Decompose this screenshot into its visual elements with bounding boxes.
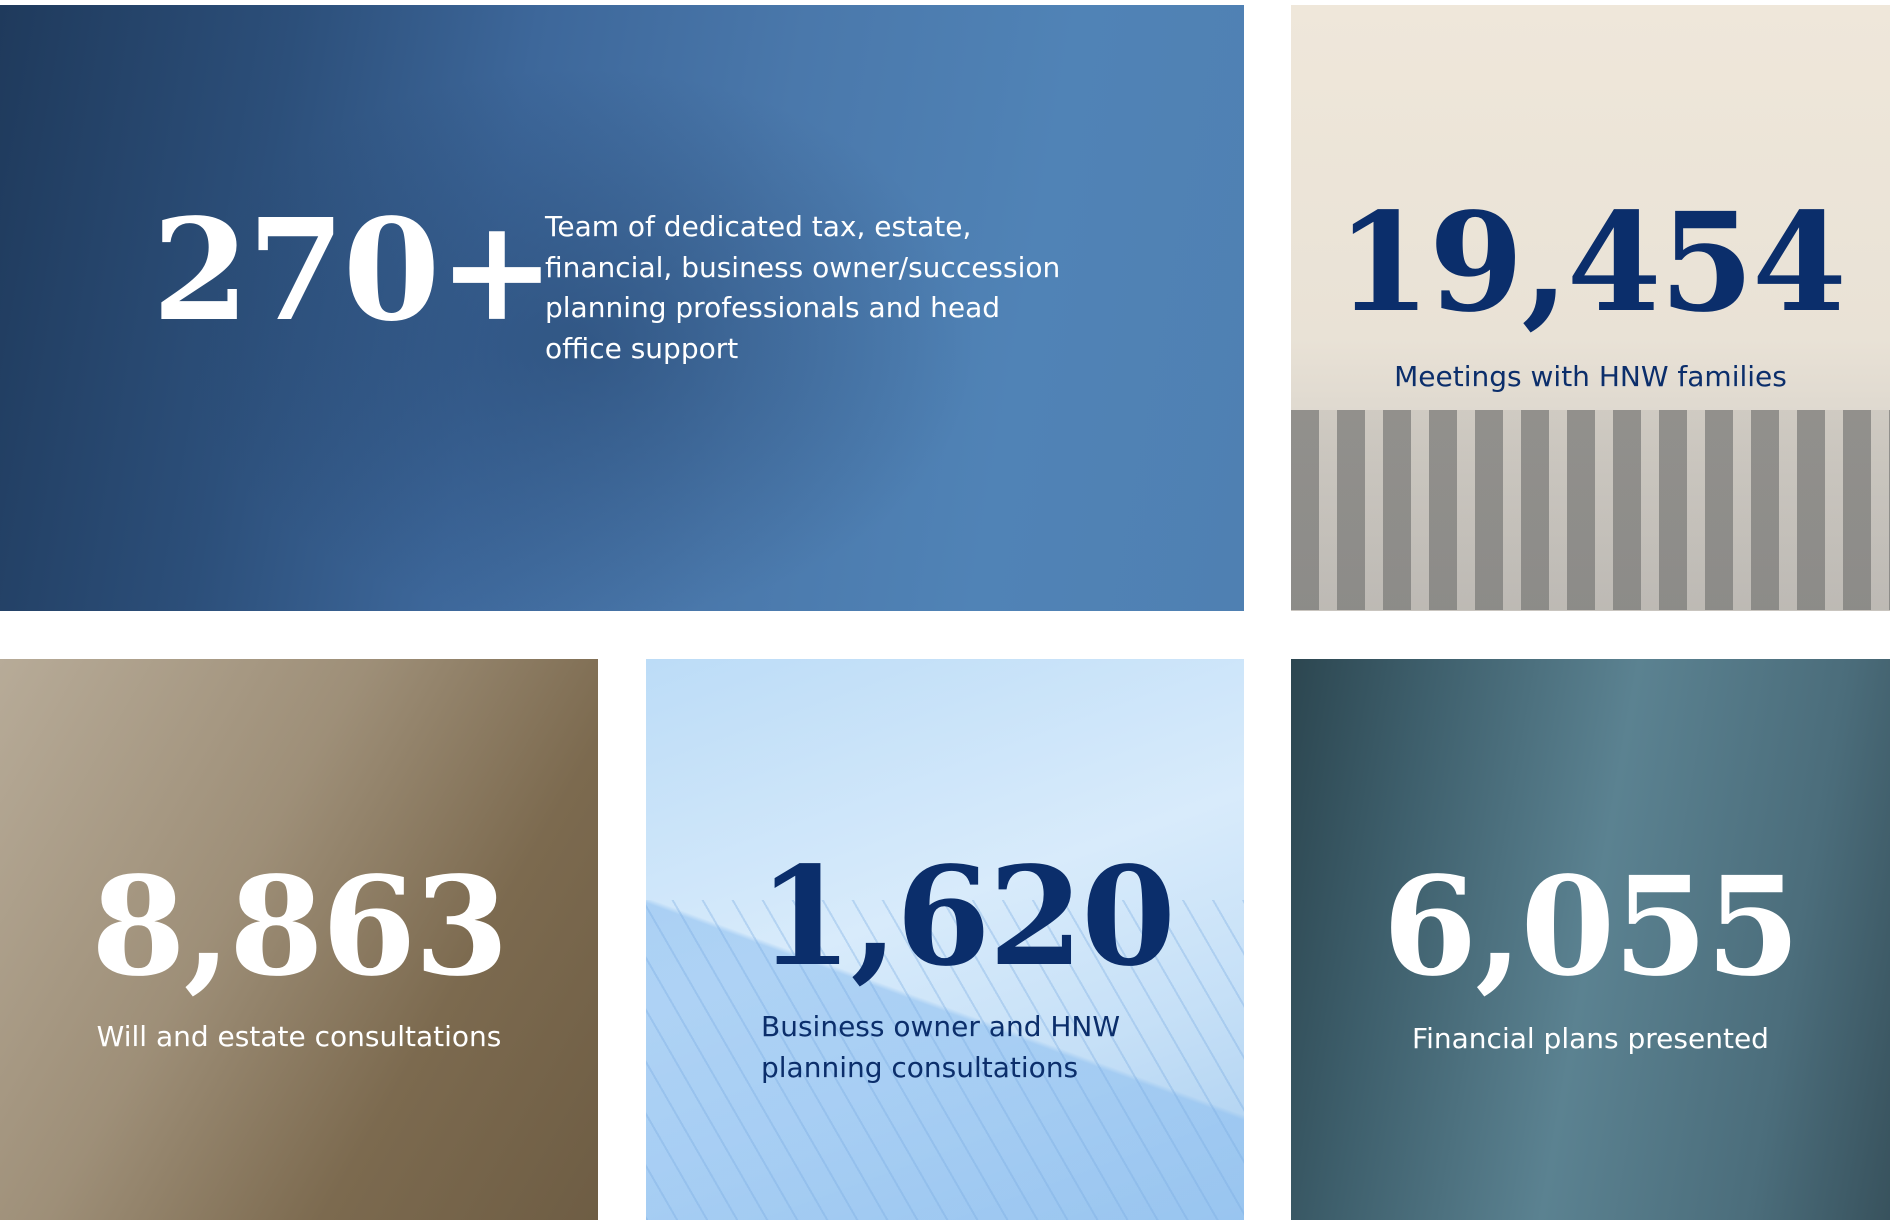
stat-label: Will and estate consultations <box>96 1020 502 1053</box>
stat-label: Team of dedicated tax, estate, financial… <box>545 210 1061 365</box>
handshake-image <box>180 65 980 611</box>
stat-tile-financial-plans: 6,055 Financial plans presented <box>1291 659 1890 1220</box>
family-beach-image <box>1291 410 1890 610</box>
stat-value: 1,620 <box>758 837 1176 997</box>
stat-tile-business-owner: 1,620 Business owner and HNW planning co… <box>646 659 1244 1220</box>
stat-label: Business owner and HNW planning consulta… <box>761 1010 1121 1084</box>
stat-value: 19,454 <box>1336 183 1847 343</box>
stat-value: 6,055 <box>1382 847 1801 1007</box>
building-sky-image <box>646 900 1244 1220</box>
stat-tile-team: 270+ Team of dedicated tax, estate, fina… <box>0 5 1244 611</box>
stat-value: 8,863 <box>91 847 509 1007</box>
stat-value: 270+ <box>152 189 556 353</box>
stat-tile-will-estate: 8,863 Will and estate consultations <box>0 659 598 1220</box>
stat-label: Meetings with HNW families <box>1394 360 1787 393</box>
stat-label: Financial plans presented <box>1412 1022 1769 1055</box>
stat-tile-meetings: 19,454 Meetings with HNW families <box>1291 5 1890 611</box>
